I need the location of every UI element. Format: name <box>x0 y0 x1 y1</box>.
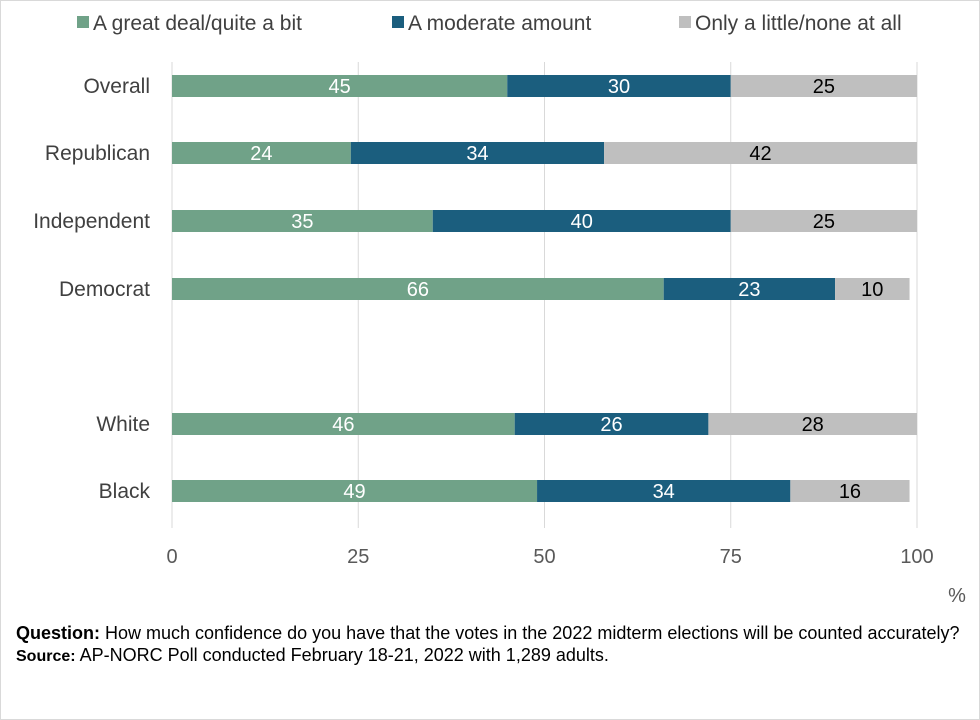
x-tick-label: 50 <box>533 546 555 568</box>
legend-item: Only a little/none at all <box>679 12 902 35</box>
data-label: 25 <box>813 76 835 98</box>
data-label: 28 <box>802 414 824 436</box>
x-tick-label: 25 <box>347 546 369 568</box>
data-label: 16 <box>839 481 861 503</box>
bar-segment <box>835 278 910 300</box>
bar-segment <box>790 480 910 502</box>
bar-segment <box>172 210 433 232</box>
source-text: AP-NORC Poll conducted February 18-21, 2… <box>79 645 609 665</box>
bar-segment <box>172 75 508 97</box>
category-label: White <box>96 413 150 436</box>
bar-segment <box>432 210 731 232</box>
data-label: 10 <box>861 279 883 301</box>
bar-segment <box>172 142 351 164</box>
data-label: 40 <box>571 211 593 233</box>
bar-segment <box>514 413 709 435</box>
bar-segment <box>172 278 664 300</box>
legend-label: A moderate amount <box>408 12 591 35</box>
question-label: Question: <box>16 623 100 643</box>
bar-segment <box>730 210 917 232</box>
data-label: 23 <box>738 279 760 301</box>
x-axis-unit-label: % <box>948 585 966 607</box>
category-label: Independent <box>33 210 150 233</box>
stacked-bar-chart: A great deal/quite a bit A moderate amoun… <box>33 12 966 607</box>
category-label: Republican <box>45 142 150 165</box>
x-axis-ticks: 0 25 50 75 100 <box>166 546 933 568</box>
data-label: 24 <box>250 143 272 165</box>
legend-label: A great deal/quite a bit <box>93 12 302 35</box>
bar-segment <box>604 142 917 164</box>
question-text: How much confidence do you have that the… <box>105 623 960 643</box>
data-label: 45 <box>329 76 351 98</box>
question-note: Question: How much confidence do you hav… <box>16 622 966 644</box>
x-tick-label: 100 <box>900 546 933 568</box>
legend-item: A moderate amount <box>392 12 591 35</box>
bar-segment <box>708 413 917 435</box>
bar-segment <box>507 75 731 97</box>
legend-swatch <box>392 16 404 28</box>
legend-label: Only a little/none at all <box>695 12 902 35</box>
bar-segment <box>172 480 538 502</box>
chart-notes: Question: How much confidence do you hav… <box>16 622 966 668</box>
bar-segment <box>663 278 836 300</box>
data-label: 35 <box>291 211 313 233</box>
category-labels: Overall Republican Independent Democrat Whit… <box>33 75 150 503</box>
data-label: 49 <box>343 481 365 503</box>
data-label: 46 <box>332 414 354 436</box>
category-label: Overall <box>83 75 150 98</box>
bar-segment <box>537 480 791 502</box>
source-note: Source: AP-NORC Poll conducted February … <box>16 644 966 668</box>
legend-swatch <box>679 16 691 28</box>
data-label: 34 <box>653 481 675 503</box>
x-tick-label: 75 <box>720 546 742 568</box>
data-label: 34 <box>466 143 488 165</box>
data-label: 66 <box>407 279 429 301</box>
chart-legend: A great deal/quite a bit A moderate amoun… <box>77 12 902 35</box>
bars: 45 30 25 24 34 42 35 40 25 66 23 10 46 26 28 49 34 16 <box>172 75 917 503</box>
data-label: 30 <box>608 76 630 98</box>
source-label: Source: <box>16 648 76 665</box>
legend-swatch <box>77 16 89 28</box>
x-tick-label: 0 <box>166 546 177 568</box>
category-label: Democrat <box>59 278 150 301</box>
category-label: Black <box>99 480 151 503</box>
data-label: 42 <box>749 143 771 165</box>
bar-segment <box>350 142 605 164</box>
bar-segment <box>730 75 917 97</box>
bar-segment <box>172 413 515 435</box>
data-label: 26 <box>600 414 622 436</box>
legend-item: A great deal/quite a bit <box>77 12 302 35</box>
data-label: 25 <box>813 211 835 233</box>
